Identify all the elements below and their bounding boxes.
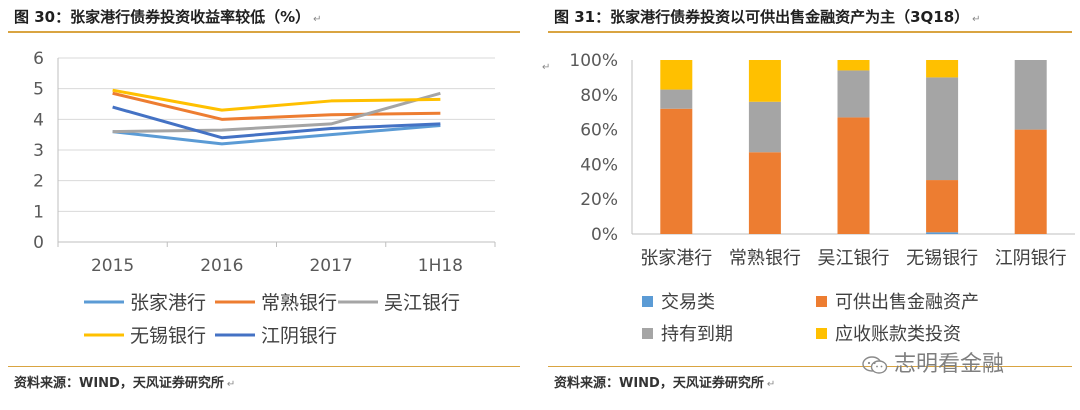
legend-swatch (642, 328, 653, 339)
legend-label: 常熟银行 (261, 292, 337, 314)
series-line (112, 105, 441, 140)
x-tick-label: 2016 (200, 256, 243, 276)
watermark: 志明看金融 (862, 346, 1004, 378)
bar-segment (926, 77, 959, 181)
y-tick-label: 20% (580, 190, 618, 210)
bar-segment (660, 89, 693, 109)
paragraph-mark: ↵ (542, 62, 551, 73)
bar-segment (660, 60, 693, 90)
bar-segment (837, 70, 870, 118)
y-tick-label: 100% (569, 51, 618, 71)
bar-segment (660, 108, 693, 234)
wechat-icon (862, 356, 888, 374)
y-tick-label: 4 (33, 110, 44, 130)
legend-label: 吴江银行 (384, 292, 460, 314)
x-tick-label: 2015 (91, 256, 134, 276)
left-footer-rule (8, 366, 520, 367)
bar-segment (926, 60, 959, 78)
bar-segment (926, 180, 959, 233)
series-line (112, 123, 441, 146)
bar-segment (1014, 60, 1047, 130)
left-title-rule (8, 31, 520, 33)
left-source-note: 资料来源：WIND，天风证券研究所 ↵ (14, 376, 236, 391)
bar-segment (837, 60, 870, 71)
x-tick-label: 无锡银行 (906, 248, 978, 269)
y-tick-label: 5 (33, 80, 44, 100)
x-tick-label: 常熟银行 (729, 248, 801, 269)
y-tick-label: 6 (33, 49, 44, 69)
legend-label: 应收账款类投资 (835, 324, 961, 345)
right-figure-title: 图 31：张家港行债券投资以可供出售金融资产为主（3Q18） ↵ (554, 8, 981, 26)
bar-segment (837, 117, 870, 234)
legend-swatch (816, 296, 827, 307)
legend-label: 江阴银行 (261, 325, 337, 347)
y-tick-label: 0% (591, 225, 618, 245)
x-tick-label: 1H18 (418, 256, 463, 276)
legend-swatch (642, 296, 653, 307)
series-line (112, 91, 441, 134)
bar-segment (1014, 129, 1047, 234)
y-tick-label: 2 (33, 172, 44, 192)
bar-segment (748, 152, 781, 234)
x-tick-label: 吴江银行 (818, 248, 890, 269)
legend-swatch (816, 328, 827, 339)
legend-label: 可供出售金融资产 (835, 292, 979, 313)
right-figure-panel: 图 31：张家港行债券投资以可供出售金融资产为主（3Q18） ↵ ↵ 0% 20% 4… (540, 0, 1080, 410)
x-tick-label: 2017 (309, 256, 352, 276)
legend-label: 持有到期 (661, 324, 733, 345)
right-title-rule (548, 31, 1072, 33)
bar-segment (926, 232, 959, 234)
right-footer-rule (548, 366, 1072, 367)
y-tick-label: 3 (33, 141, 44, 161)
x-tick-label: 江阴银行 (995, 248, 1067, 269)
x-tick-label: 张家港行 (640, 248, 712, 269)
right-source-note: 资料来源：WIND，天风证券研究所 ↵ (554, 376, 776, 391)
legend-label: 张家港行 (130, 292, 206, 314)
stacked-bar-chart: 0% 20% 40% 60% 80% 100% 张家港行 常熟银行 吴江银行 无锡银行 江阴银行交易… (569, 51, 1075, 345)
y-tick-label: 40% (580, 155, 618, 175)
bar-segment (748, 101, 781, 153)
bar-segment (748, 60, 781, 102)
left-figure-title: 图 30：张家港行债券投资收益率较低（%） ↵ (14, 8, 322, 26)
y-tick-label: 0 (33, 233, 44, 253)
y-tick-label: 80% (580, 86, 618, 106)
y-tick-label: 1 (33, 202, 44, 222)
legend-label: 无锡银行 (130, 325, 206, 347)
legend-label: 交易类 (661, 292, 715, 313)
y-tick-label: 60% (580, 121, 618, 141)
series-line (112, 91, 441, 121)
series-line (112, 88, 441, 112)
left-figure-panel: 图 30：张家港行债券投资收益率较低（%） ↵ 0 1 2 3 4 5 6 2015 2016 20… (0, 0, 528, 410)
